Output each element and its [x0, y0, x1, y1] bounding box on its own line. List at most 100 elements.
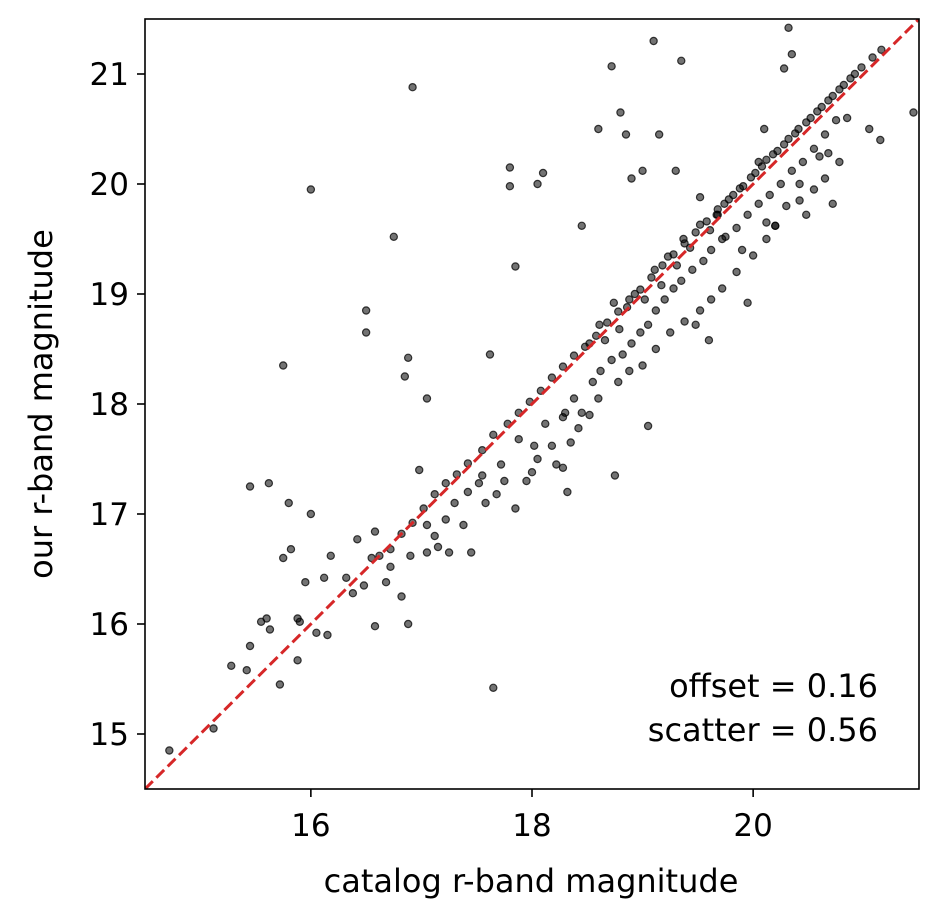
- scatter-point: [630, 289, 640, 299]
- scatter-point: [738, 181, 748, 191]
- scatter-point: [609, 298, 619, 307]
- scatter-point: [492, 490, 501, 499]
- scatter-point: [533, 179, 542, 189]
- scatter-point: [547, 373, 557, 382]
- scatter-point: [650, 265, 659, 274]
- scatter-point: [702, 217, 711, 226]
- offset-annotation: offset = 0.16: [669, 667, 878, 705]
- scatter-point: [654, 130, 664, 139]
- scatter-point: [643, 421, 653, 431]
- scatter-point: [817, 102, 826, 112]
- scatter-point: [500, 476, 509, 486]
- scatter-point: [732, 223, 741, 233]
- scatter-point: [751, 168, 760, 178]
- scatter-point: [695, 220, 705, 229]
- scatter-point: [530, 441, 539, 450]
- scatter-point: [614, 307, 623, 316]
- scatter-point: [760, 124, 769, 134]
- scatter-point: [275, 680, 285, 689]
- scatter-point: [527, 468, 537, 477]
- scatter-point: [403, 353, 413, 362]
- scatter-point: [245, 482, 255, 491]
- scatter-point: [312, 628, 321, 638]
- scatter-point: [489, 683, 498, 693]
- scatter-point: [614, 377, 623, 387]
- scatter-point: [809, 144, 819, 153]
- scatter-point: [463, 487, 473, 497]
- scatter-point: [323, 630, 332, 640]
- scatter-point: [511, 262, 520, 271]
- scatter-point: [627, 339, 636, 348]
- scatter-point: [621, 130, 631, 139]
- scatter-point: [547, 441, 557, 450]
- scatter-point: [782, 201, 791, 211]
- x-tick-label: 20: [733, 808, 772, 844]
- scatter-point: [679, 234, 688, 244]
- scatter-point: [607, 355, 616, 365]
- scatter-point: [381, 578, 391, 587]
- scatter-point: [835, 157, 844, 167]
- scatter-point: [558, 362, 568, 371]
- y-tick-label: 17: [90, 497, 129, 533]
- scatter-point: [284, 498, 293, 508]
- scatter-point: [541, 419, 550, 428]
- scatter-point: [776, 179, 785, 189]
- scatter-point: [695, 306, 705, 315]
- scatter-point: [691, 228, 700, 237]
- scatter-point: [522, 476, 531, 486]
- scatter-point: [691, 320, 700, 329]
- scatter-point: [466, 548, 476, 557]
- scatter-point: [657, 281, 666, 290]
- scatter-point: [422, 520, 432, 530]
- y-tick-label: 19: [90, 277, 129, 313]
- scatter-point: [669, 284, 678, 293]
- scatter-point: [806, 113, 815, 123]
- scatter-point: [773, 146, 782, 156]
- scatter-point: [706, 245, 716, 255]
- scatter-point: [245, 641, 255, 651]
- scatter-point: [602, 318, 612, 327]
- reference-line-y-equals-x: [145, 19, 919, 789]
- scatter-point: [610, 471, 620, 480]
- y-tick-label: 20: [90, 167, 129, 203]
- scatter-point: [389, 232, 398, 241]
- scatter-point: [680, 317, 689, 326]
- scatter-point: [422, 394, 432, 403]
- scatter-point: [737, 245, 747, 255]
- scatter-point: [643, 320, 653, 329]
- scatter-point: [301, 578, 310, 587]
- scatter-point: [787, 50, 797, 59]
- scatter-point: [209, 724, 218, 733]
- scatter-point: [618, 350, 627, 359]
- scatter-point: [820, 174, 830, 183]
- scatter-point: [264, 479, 274, 488]
- scatter-point: [732, 267, 741, 277]
- scatter-point: [563, 487, 572, 497]
- scatter-point: [794, 124, 803, 134]
- scatter-point: [671, 166, 680, 175]
- scatter-point: [538, 168, 548, 178]
- scatter-point: [569, 394, 579, 403]
- scatter-point: [640, 295, 649, 304]
- scatter-point: [743, 210, 752, 219]
- reference-line-layer: [145, 19, 919, 789]
- scatter-point: [762, 155, 771, 164]
- scatter-point: [625, 366, 634, 376]
- scatter-point: [607, 62, 616, 71]
- scatter-point: [779, 140, 789, 149]
- scatter-point: [795, 179, 804, 189]
- x-tick-label: 16: [291, 808, 330, 844]
- scatter-point: [459, 520, 468, 530]
- scatter-point: [430, 490, 439, 499]
- scatter-point: [600, 336, 610, 345]
- scatter-point: [279, 361, 288, 370]
- scatter-point: [647, 273, 656, 282]
- scatter-point: [762, 218, 771, 227]
- scatter-point: [279, 553, 288, 563]
- y-tick-label: 18: [90, 387, 129, 423]
- scatter-point: [485, 350, 495, 359]
- scatter-point: [627, 174, 636, 183]
- scatter-point: [415, 465, 424, 475]
- scatter-point: [616, 108, 625, 117]
- scatter-point: [638, 166, 647, 175]
